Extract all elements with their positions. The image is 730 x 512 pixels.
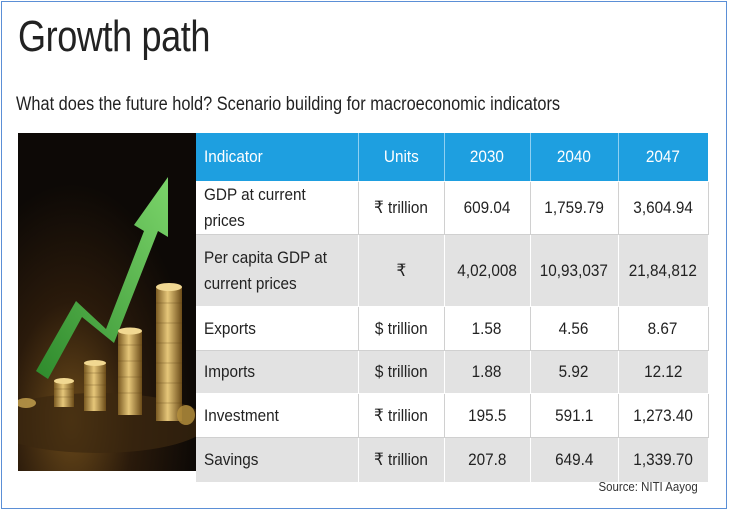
table-row: Exports $ trillion 1.58 4.56 8.67 — [196, 306, 709, 351]
cell-2030: 1.88 — [444, 350, 531, 394]
table-row: Imports $ trillion 1.88 5.92 12.12 — [196, 350, 709, 394]
cell-units: ₹ trillion — [358, 181, 445, 235]
cell-indicator: GDP at current prices — [196, 181, 359, 235]
column-header-2040: 2040 — [530, 133, 619, 182]
cell-indicator: Imports — [196, 350, 359, 394]
column-header-2047: 2047 — [618, 133, 708, 182]
cell-2030: 609.04 — [444, 181, 531, 235]
cell-indicator: Investment — [196, 393, 359, 438]
cell-2047: 1,273.40 — [618, 393, 709, 438]
cell-units: $ trillion — [358, 350, 445, 394]
cell-2040: 10,93,037 — [530, 234, 619, 307]
table-row: Investment ₹ trillion 195.5 591.1 1,273.… — [196, 393, 709, 438]
cell-2040: 1,759.79 — [530, 181, 619, 235]
cell-2040: 591.1 — [530, 393, 619, 438]
page-subtitle: What does the future hold? Scenario buil… — [16, 94, 561, 115]
cell-2047: 1,339.70 — [618, 437, 709, 483]
growth-arrow-coins-image — [18, 133, 196, 471]
cell-2047: 21,84,812 — [618, 234, 709, 307]
source-note: Source: NITI Aayog — [598, 479, 698, 494]
indicators-table-grid: Indicator Units 2030 2040 2047 GDP at cu… — [196, 133, 709, 483]
indicators-table: Indicator Units 2030 2040 2047 GDP at cu… — [196, 133, 709, 483]
page-title: Growth path — [18, 12, 211, 61]
table-row: GDP at current prices ₹ trillion 609.04 … — [196, 181, 709, 235]
cell-2047: 3,604.94 — [618, 181, 709, 235]
column-header-indicator: Indicator — [196, 133, 359, 182]
cell-2040: 649.4 — [530, 437, 619, 483]
column-header-2030: 2030 — [444, 133, 531, 182]
cell-indicator: Savings — [196, 437, 359, 483]
cell-units: ₹ trillion — [358, 437, 445, 483]
table-row: Savings ₹ trillion 207.8 649.4 1,339.70 — [196, 437, 709, 483]
column-header-units: Units — [358, 133, 445, 182]
cell-units: ₹ trillion — [358, 393, 445, 438]
cell-2030: 195.5 — [444, 393, 531, 438]
cell-2047: 8.67 — [618, 306, 709, 351]
cell-2030: 207.8 — [444, 437, 531, 483]
cell-units: $ trillion — [358, 306, 445, 351]
cell-2030: 1.58 — [444, 306, 531, 351]
cell-2047: 12.12 — [618, 350, 709, 394]
cell-units: ₹ — [358, 234, 445, 307]
table-row: Per capita GDP at current prices ₹ 4,02,… — [196, 234, 709, 307]
cell-2030: 4,02,008 — [444, 234, 531, 307]
cell-2040: 4.56 — [530, 306, 619, 351]
rising-arrow-icon — [18, 133, 196, 471]
cell-indicator: Per capita GDP at current prices — [196, 234, 359, 307]
table-header-row: Indicator Units 2030 2040 2047 — [196, 133, 708, 182]
cell-2040: 5.92 — [530, 350, 619, 394]
cell-indicator: Exports — [196, 306, 359, 351]
